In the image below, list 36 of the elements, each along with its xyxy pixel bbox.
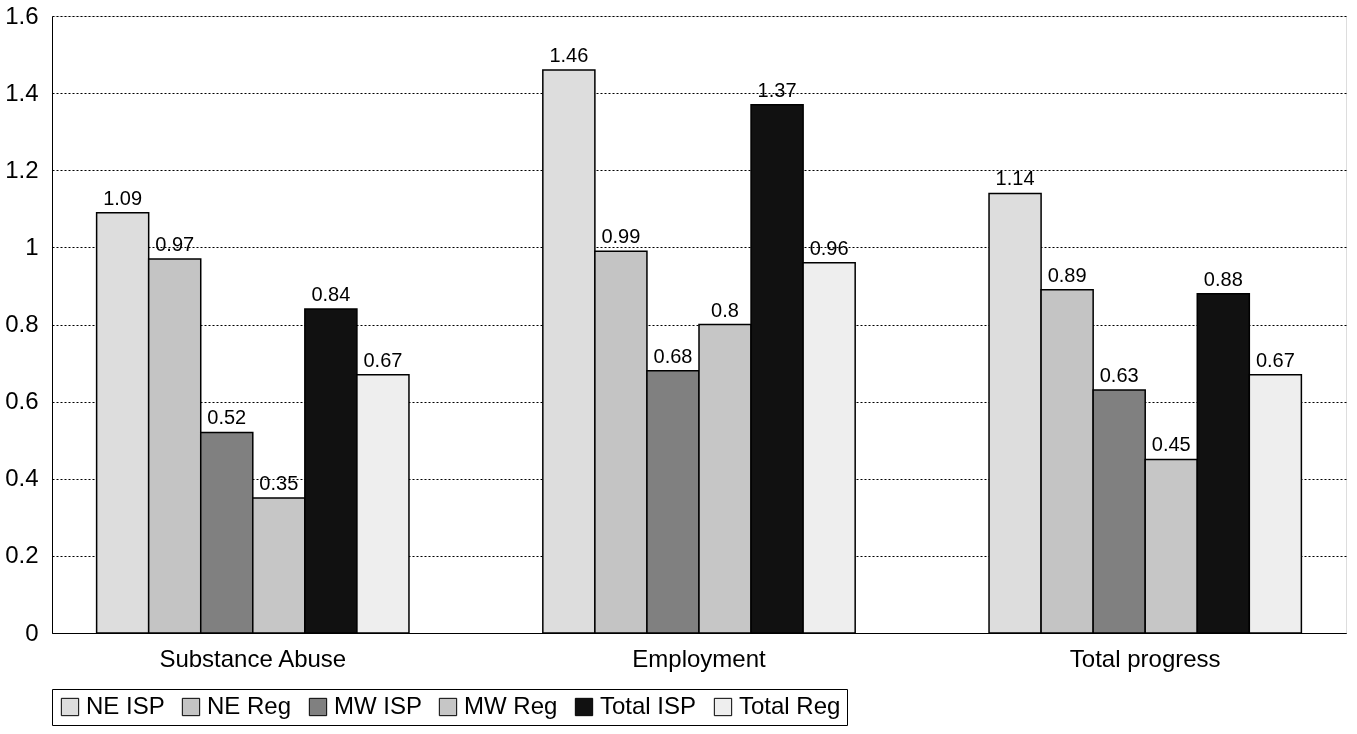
x-tick-label: Total progress (1069, 644, 1221, 672)
y-tick-label: 1.6 (5, 1, 39, 29)
legend-label: MW Reg (464, 692, 558, 719)
data-label: 0.63 (1099, 364, 1139, 387)
y-tick-label: 0.4 (5, 464, 39, 492)
legend-label: NE ISP (86, 692, 165, 719)
data-label: 1.09 (103, 186, 143, 209)
y-tick-label: 1.2 (5, 155, 39, 183)
legend-label: Total ISP (600, 692, 697, 719)
data-label: 1.37 (757, 78, 797, 101)
data-label: 1.14 (995, 167, 1035, 190)
data-label: 0.97 (155, 232, 195, 255)
data-label: 0.96 (809, 236, 849, 259)
data-label: 0.67 (1255, 348, 1295, 371)
legend-label: NE Reg (207, 692, 292, 719)
y-tick-label: 0.6 (5, 387, 39, 415)
data-label: 0.52 (207, 406, 247, 429)
data-label: 0.8 (711, 298, 739, 321)
data-label: 0.68 (653, 344, 693, 367)
data-label: 1.46 (549, 43, 589, 66)
data-label: 0.88 (1203, 267, 1243, 290)
data-label: 0.89 (1047, 263, 1087, 286)
data-label: 0.99 (601, 225, 641, 248)
data-label: 0.35 (259, 472, 299, 495)
data-label: 0.67 (363, 348, 403, 371)
y-tick-label: 0.8 (5, 310, 39, 337)
y-tick-label: 1 (25, 232, 39, 260)
x-tick-label: Employment (632, 644, 767, 672)
legend-label: Total Reg (739, 692, 841, 719)
y-tick-label: 1.4 (5, 78, 39, 106)
data-label: 0.84 (311, 283, 351, 306)
legend-label: MW ISP (334, 692, 422, 719)
x-tick-label: Substance Abuse (159, 644, 347, 672)
data-label: 0.45 (1151, 433, 1191, 456)
y-tick-label: 0.2 (5, 541, 39, 569)
y-tick-label: 0 (25, 618, 39, 646)
